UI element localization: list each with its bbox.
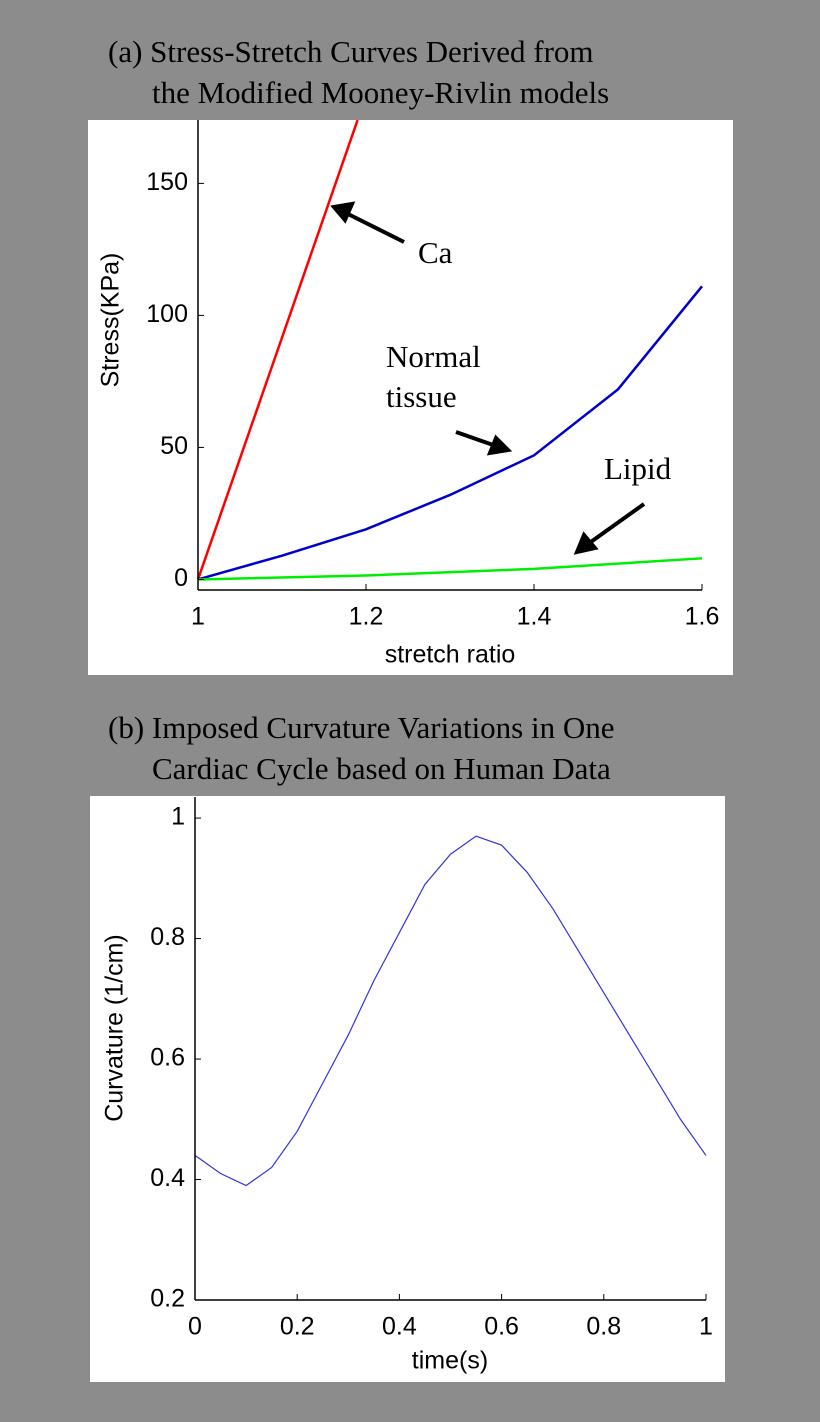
- x-tick-label: 0.8: [586, 1313, 621, 1341]
- y-axis-label: Curvature (1/cm): [101, 934, 129, 1122]
- x-axis-label: time(s): [412, 1347, 488, 1375]
- data-line: [194, 835, 707, 1187]
- y-tick-label: 100: [146, 300, 188, 328]
- data-line: [197, 557, 703, 581]
- data-line: [197, 285, 703, 581]
- y-tick-label: 0.6: [150, 1044, 185, 1072]
- y-tick-label: 0.2: [150, 1285, 185, 1313]
- chart-title: Cardiac Cycle based on Human Data: [152, 751, 611, 786]
- chart-title: the Modified Mooney-Rivlin models: [152, 75, 609, 110]
- x-axis-label: stretch ratio: [385, 641, 516, 669]
- chart-title: (b) Imposed Curvature Variations in One: [108, 710, 615, 745]
- arrow-head: [486, 434, 513, 456]
- annotation: Lipid: [604, 451, 672, 486]
- annotation: Ca: [418, 235, 453, 270]
- x-tick-label: 0.2: [280, 1313, 315, 1341]
- arrows: [330, 201, 646, 555]
- data-line: [196, 119, 359, 580]
- y-tick-label: 0.8: [150, 923, 185, 951]
- arrow-head: [330, 201, 356, 224]
- x-tick-label: 1.4: [517, 603, 552, 631]
- x-tick-label: 1: [191, 603, 205, 631]
- arrow: [455, 430, 497, 448]
- panel-a: [88, 120, 733, 675]
- y-tick-label: 150: [146, 168, 188, 196]
- arrow: [586, 502, 646, 546]
- arrow: [345, 211, 405, 244]
- annotation: Normal: [386, 339, 481, 374]
- x-tick-label: 0.4: [382, 1313, 417, 1341]
- arrow-head: [573, 531, 599, 555]
- x-tick-label: 1.2: [349, 603, 384, 631]
- annotation: tissue: [386, 379, 457, 414]
- x-tick-label: 1.6: [685, 603, 720, 631]
- y-tick-label: 50: [160, 432, 188, 460]
- chart-title: (a) Stress-Stretch Curves Derived from: [108, 34, 594, 69]
- x-tick-label: 0.6: [484, 1313, 519, 1341]
- y-tick-label: 0.4: [150, 1164, 185, 1192]
- x-tick-label: 1: [699, 1313, 713, 1341]
- y-tick-label: 1: [171, 803, 185, 831]
- y-tick-label: 0: [174, 564, 188, 592]
- y-axis-label: Stress(KPa): [97, 253, 125, 388]
- panel-b: [90, 796, 725, 1382]
- x-tick-label: 0: [188, 1313, 202, 1341]
